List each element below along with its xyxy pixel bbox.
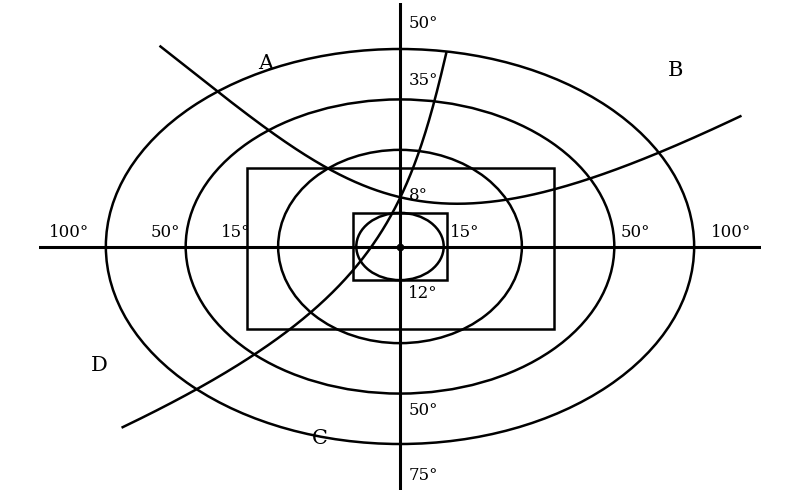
Text: 50°: 50° bbox=[409, 15, 438, 32]
Text: 50°: 50° bbox=[620, 224, 650, 242]
Text: D: D bbox=[90, 356, 107, 375]
Text: 8°: 8° bbox=[409, 187, 427, 205]
Text: A: A bbox=[258, 54, 273, 73]
Text: 50°: 50° bbox=[150, 224, 180, 242]
Bar bbox=[353, 213, 447, 280]
Text: 75°: 75° bbox=[409, 467, 438, 484]
Text: 12°: 12° bbox=[409, 285, 438, 302]
Text: 15°: 15° bbox=[450, 224, 480, 242]
Text: 35°: 35° bbox=[409, 71, 438, 89]
Bar bbox=[247, 168, 554, 329]
Text: 100°: 100° bbox=[711, 224, 751, 242]
Text: B: B bbox=[668, 61, 683, 79]
Text: C: C bbox=[312, 428, 328, 448]
Text: 100°: 100° bbox=[49, 224, 89, 242]
Text: 15°: 15° bbox=[221, 224, 250, 242]
Text: 50°: 50° bbox=[409, 402, 438, 419]
